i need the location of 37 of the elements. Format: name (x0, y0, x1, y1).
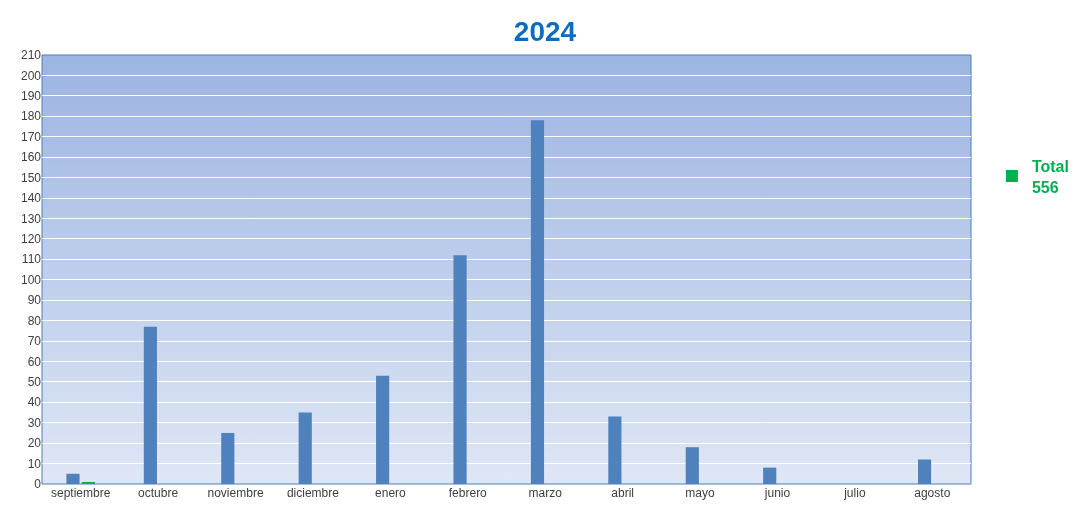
x-tick-label: junio (763, 486, 791, 500)
y-tick-label: 70 (27, 334, 42, 349)
x-tick-label: diciembre (286, 486, 340, 500)
y-tick-label: 100 (20, 272, 42, 287)
x-tick-label: julio (843, 486, 866, 500)
x-tick-label: mayo (685, 486, 716, 500)
y-tick-label: 10 (27, 456, 42, 471)
chart-title: 2024 (513, 15, 577, 47)
y-tick-label: 200 (20, 68, 42, 83)
y-tick-label: 190 (20, 89, 42, 104)
legend-label: Total 556 (1031, 157, 1069, 196)
y-tick-label: 110 (21, 252, 42, 267)
y-tick-label: 140 (20, 191, 42, 206)
x-tick-label: abril (611, 486, 634, 500)
y-tick-label: 30 (27, 415, 42, 430)
x-tick-label: agosto (914, 486, 951, 500)
y-tick-label: 130 (20, 211, 42, 226)
y-tick-label: 170 (20, 129, 42, 144)
y-tick-label: 210 (20, 48, 42, 63)
y-tick-label: 80 (27, 313, 42, 328)
y-tick-label: 40 (27, 395, 42, 410)
bar (81, 481, 96, 484)
y-tick-label: 50 (27, 375, 42, 390)
x-tick-label: enero (375, 486, 407, 500)
x-tick-label: marzo (528, 486, 563, 500)
x-tick-label: febrero (448, 486, 488, 500)
x-tick-label: noviembre (207, 486, 264, 500)
y-tick-label: 180 (20, 109, 42, 124)
y-tick-label: 20 (27, 436, 42, 451)
y-tick-label: 150 (20, 170, 42, 185)
x-tick-label: octubre (138, 486, 179, 500)
y-tick-label: 90 (27, 293, 42, 308)
y-tick-label: 0 (34, 477, 42, 492)
y-tick-label: 120 (20, 232, 42, 247)
y-tick-label: 60 (27, 354, 42, 369)
x-tick-label: septiembre (51, 486, 111, 500)
y-tick-label: 160 (20, 150, 42, 165)
